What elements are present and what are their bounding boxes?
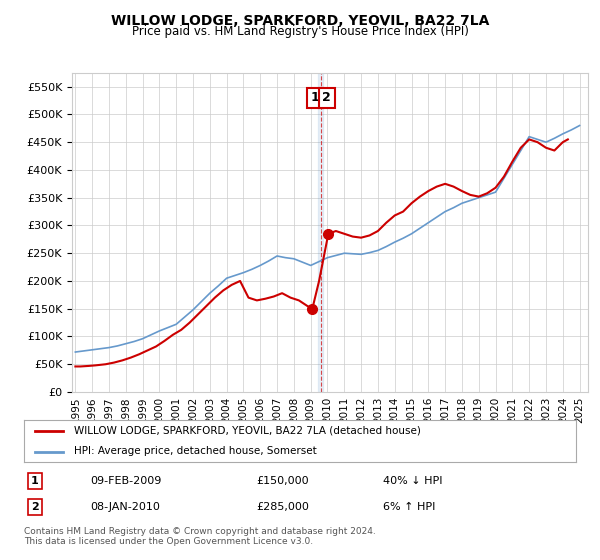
Text: 1: 1 bbox=[31, 476, 39, 486]
Text: 09-FEB-2009: 09-FEB-2009 bbox=[90, 476, 161, 486]
Text: 2: 2 bbox=[322, 91, 331, 104]
Text: HPI: Average price, detached house, Somerset: HPI: Average price, detached house, Some… bbox=[74, 446, 316, 456]
Text: 1: 1 bbox=[310, 91, 319, 104]
Text: 08-JAN-2010: 08-JAN-2010 bbox=[90, 502, 160, 512]
Text: Price paid vs. HM Land Registry's House Price Index (HPI): Price paid vs. HM Land Registry's House … bbox=[131, 25, 469, 38]
Text: 2: 2 bbox=[31, 502, 39, 512]
Text: Contains HM Land Registry data © Crown copyright and database right 2024.
This d: Contains HM Land Registry data © Crown c… bbox=[24, 526, 376, 546]
Text: 6% ↑ HPI: 6% ↑ HPI bbox=[383, 502, 435, 512]
Text: WILLOW LODGE, SPARKFORD, YEOVIL, BA22 7LA: WILLOW LODGE, SPARKFORD, YEOVIL, BA22 7L… bbox=[111, 14, 489, 28]
Text: £285,000: £285,000 bbox=[256, 502, 309, 512]
Bar bbox=[318, 73, 323, 392]
Text: £150,000: £150,000 bbox=[256, 476, 308, 486]
Text: 40% ↓ HPI: 40% ↓ HPI bbox=[383, 476, 442, 486]
Text: WILLOW LODGE, SPARKFORD, YEOVIL, BA22 7LA (detached house): WILLOW LODGE, SPARKFORD, YEOVIL, BA22 7L… bbox=[74, 426, 421, 436]
